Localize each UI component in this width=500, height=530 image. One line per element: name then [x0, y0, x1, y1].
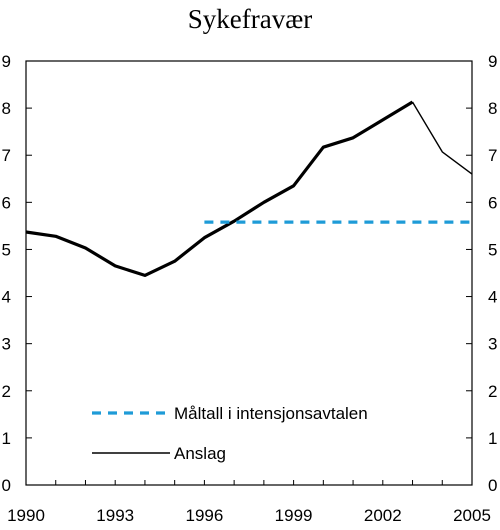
y-tick-label-right: 4 [488, 288, 497, 307]
x-tick-label: 1993 [96, 506, 134, 525]
x-tick-label: 1996 [185, 506, 223, 525]
y-tick-label-left: 5 [2, 240, 11, 259]
y-tick-label-left: 2 [2, 382, 11, 401]
y-tick-label-left: 0 [2, 476, 11, 495]
y-tick-label-left: 8 [2, 99, 11, 118]
y-tick-label-right: 0 [488, 476, 497, 495]
y-tick-label-right: 8 [488, 99, 497, 118]
y-tick-label-right: 5 [488, 240, 497, 259]
y-tick-label-right: 3 [488, 335, 497, 354]
y-tick-label-right: 2 [488, 382, 497, 401]
legend-label: Anslag [174, 444, 226, 463]
y-tick-label-left: 9 [2, 52, 11, 71]
y-tick-label-right: 9 [488, 52, 497, 71]
y-tick-label-right: 1 [488, 429, 497, 448]
x-tick-label: 2005 [453, 506, 491, 525]
plot-frame [25, 60, 473, 486]
y-tick-label-left: 6 [2, 193, 11, 212]
x-tick-label: 2002 [364, 506, 402, 525]
series-line [411, 101, 473, 175]
y-tick-label-left: 3 [2, 335, 11, 354]
y-tick-label-left: 7 [2, 146, 11, 165]
y-tick-label-left: 4 [2, 288, 11, 307]
chart-title: Sykefravær [187, 4, 313, 34]
legend-label: Måltall i intensjonsavtalen [174, 404, 368, 423]
y-tick-label-right: 7 [488, 146, 497, 165]
y-tick-label-right: 6 [488, 193, 497, 212]
x-tick-label: 1990 [7, 506, 45, 525]
series-line [25, 100, 414, 277]
x-tick-label: 1999 [275, 506, 313, 525]
y-tick-label-left: 1 [2, 429, 11, 448]
